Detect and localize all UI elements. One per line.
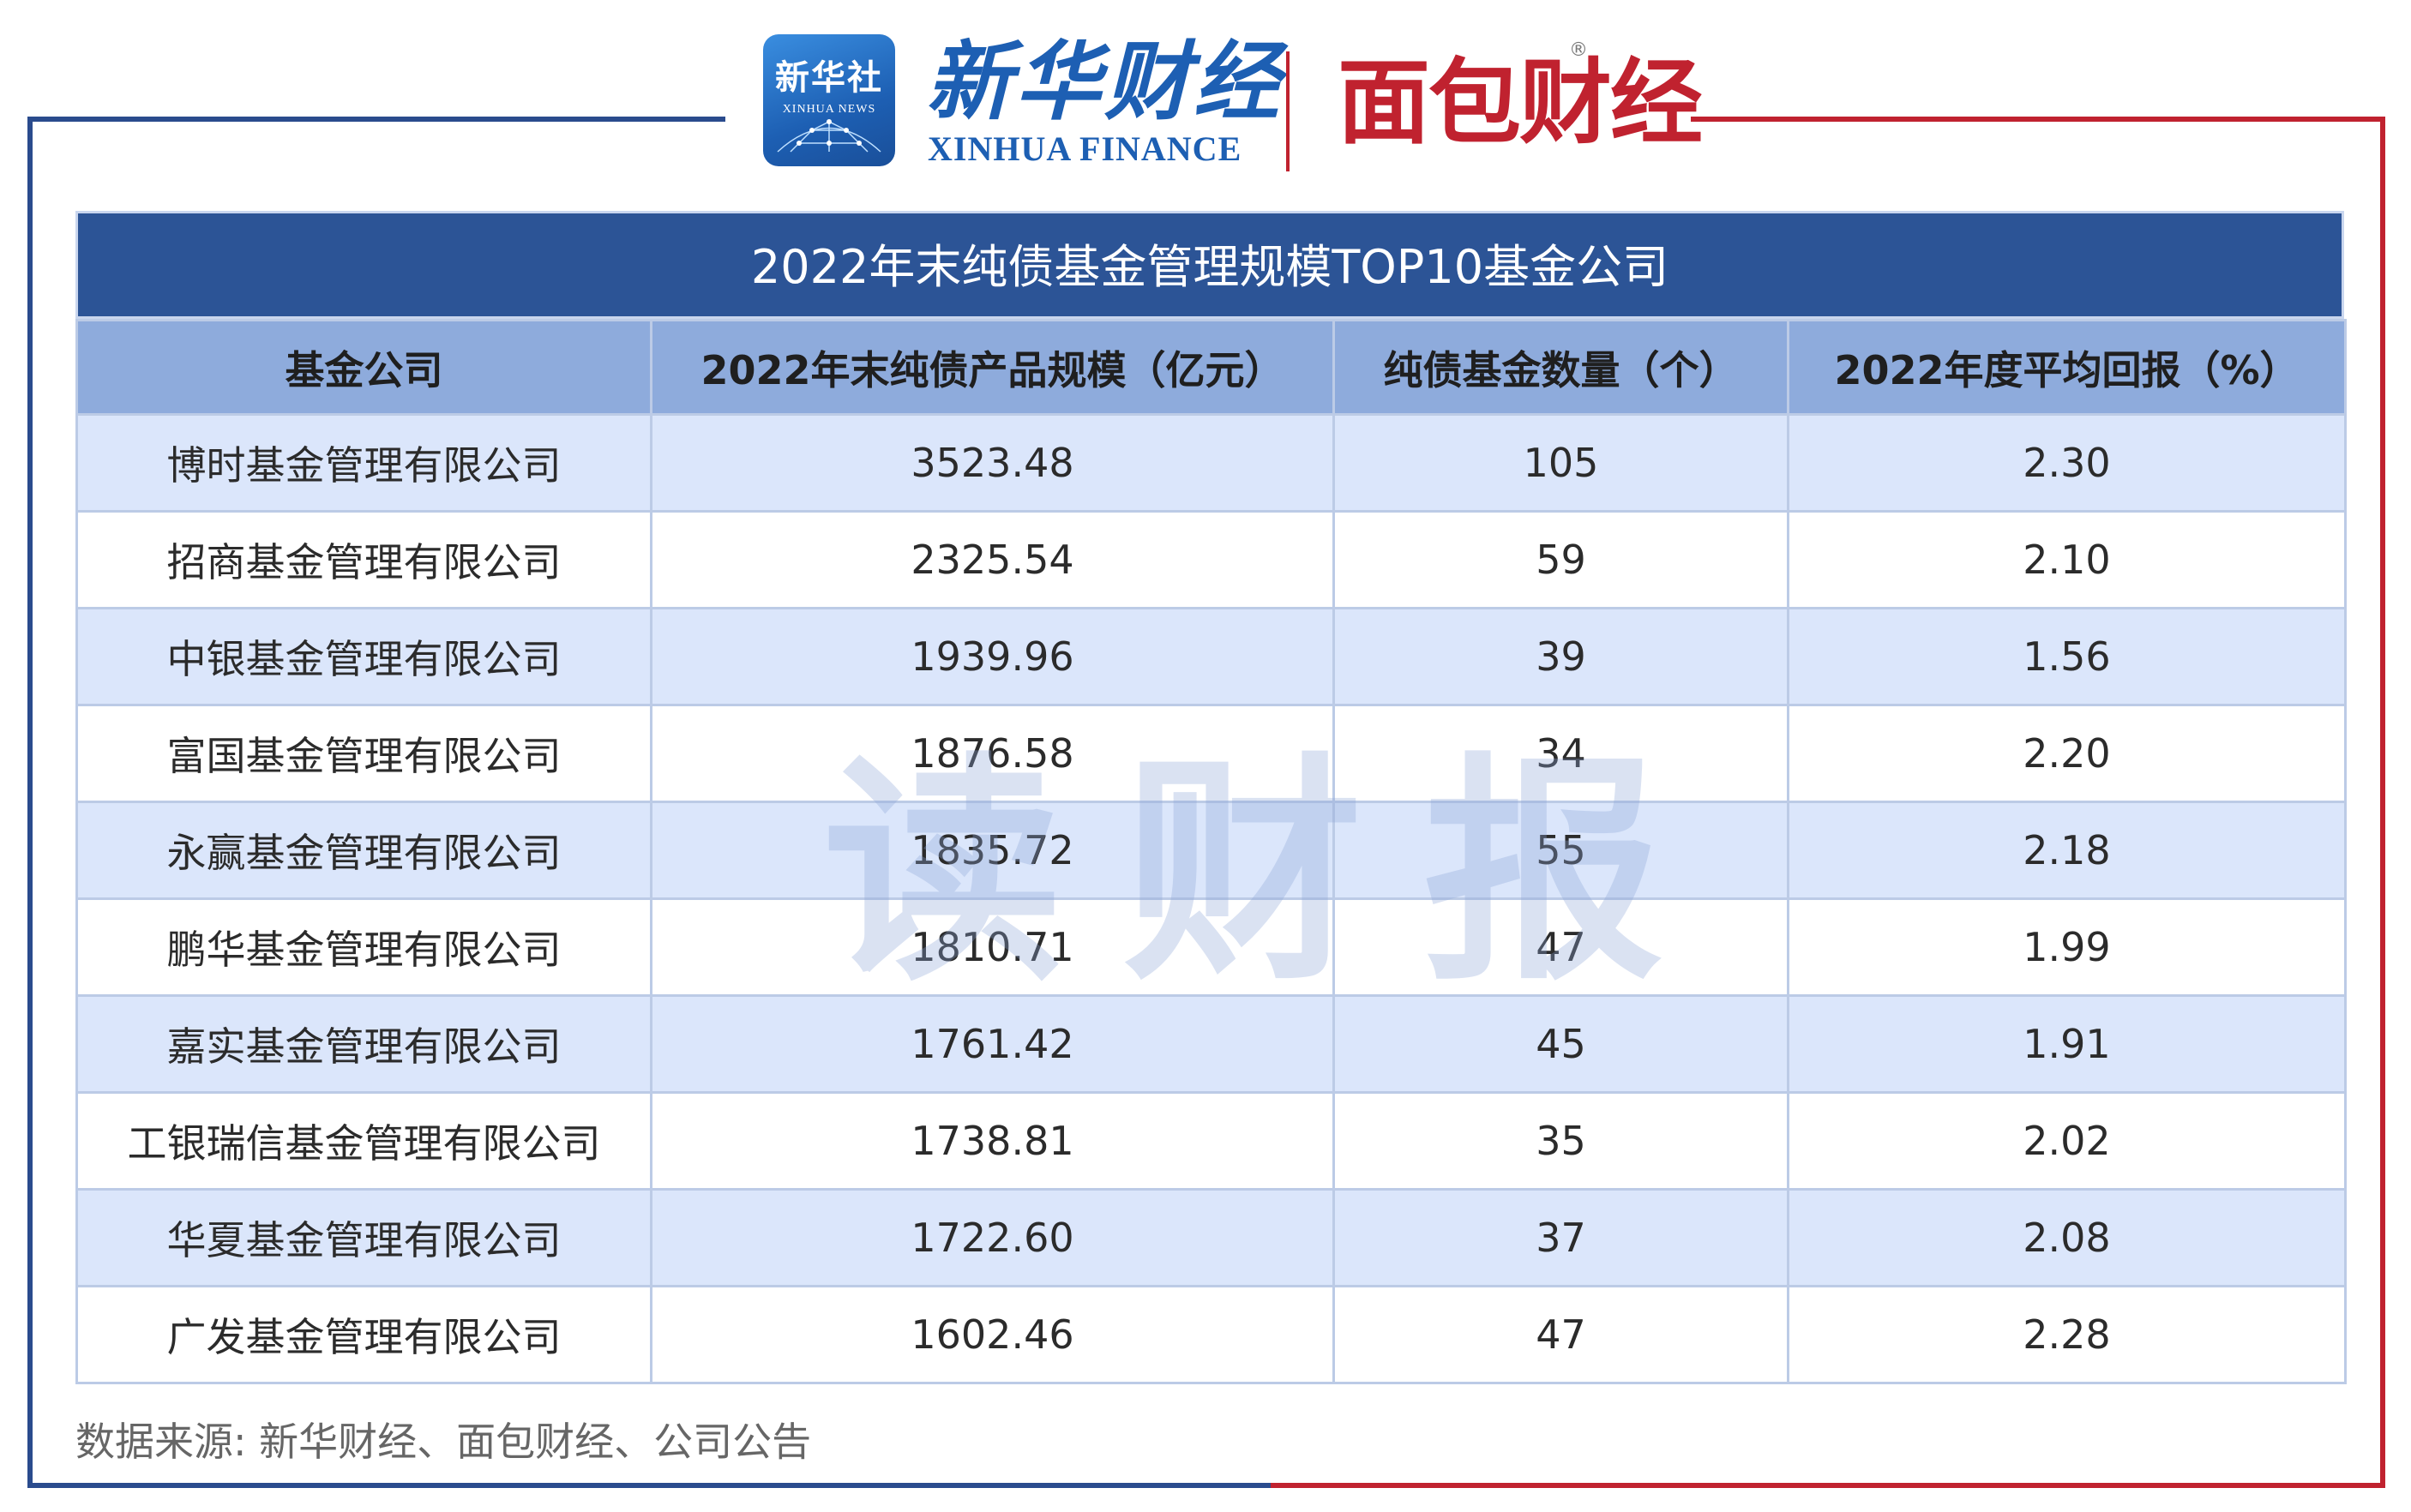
cell-count: 35 xyxy=(1332,1091,1789,1191)
registered-mark: ® xyxy=(1569,39,1588,61)
table-row: 广发基金管理有限公司 1602.46 47 2.28 xyxy=(75,1285,2347,1384)
cell-scale: 1835.72 xyxy=(650,801,1335,900)
cell-scale: 1761.42 xyxy=(650,994,1335,1094)
globe-network-icon xyxy=(777,119,881,153)
table-row: 博时基金管理有限公司 3523.48 105 2.30 xyxy=(75,413,2347,513)
cell-company: 工银瑞信基金管理有限公司 xyxy=(75,1091,652,1191)
cell-company: 鹏华基金管理有限公司 xyxy=(75,897,652,997)
cell-count: 59 xyxy=(1332,510,1789,609)
cell-company: 富国基金管理有限公司 xyxy=(75,704,652,803)
cell-scale: 3523.48 xyxy=(650,413,1335,513)
cell-return: 2.30 xyxy=(1787,413,2347,513)
cell-scale: 1722.60 xyxy=(650,1188,1335,1287)
cell-company: 广发基金管理有限公司 xyxy=(75,1285,652,1384)
cell-company: 中银基金管理有限公司 xyxy=(75,607,652,706)
column-header-scale: 2022年末纯债产品规模（亿元） xyxy=(650,319,1335,416)
cell-count: 55 xyxy=(1332,801,1789,900)
xinhua-finance-logo-en: XINHUA FINANCE xyxy=(928,129,1242,168)
cell-return: 1.99 xyxy=(1787,897,2347,997)
xinhua-news-logo-en: XINHUA NEWS xyxy=(782,103,876,116)
cell-count: 39 xyxy=(1332,607,1789,706)
table-row: 鹏华基金管理有限公司 1810.71 47 1.99 xyxy=(75,897,2347,997)
cell-company: 华夏基金管理有限公司 xyxy=(75,1188,652,1287)
cell-return: 1.91 xyxy=(1787,994,2347,1094)
xinhua-news-logo-cn: 新华社 xyxy=(775,58,883,98)
cell-count: 34 xyxy=(1332,704,1789,803)
table-header-row: 基金公司 2022年末纯债产品规模（亿元） 纯债基金数量（个） 2022年度平均… xyxy=(75,319,2347,416)
table-row: 工银瑞信基金管理有限公司 1738.81 35 2.02 xyxy=(75,1091,2347,1191)
cell-return: 2.02 xyxy=(1787,1091,2347,1191)
mianbao-finance-logo: 面包财经 xyxy=(1338,50,1703,157)
column-header-company: 基金公司 xyxy=(75,319,652,416)
source-note: 数据来源: 新华财经、面包财经、公司公告 xyxy=(75,1419,812,1465)
frame-line-blue-top xyxy=(27,117,725,122)
column-header-return: 2022年度平均回报（%） xyxy=(1787,319,2347,416)
table-row: 招商基金管理有限公司 2325.54 59 2.10 xyxy=(75,510,2347,609)
cell-count: 37 xyxy=(1332,1188,1789,1287)
cell-scale: 1810.71 xyxy=(650,897,1335,997)
cell-scale: 2325.54 xyxy=(650,510,1335,609)
table-title: 2022年末纯债基金管理规模TOP10基金公司 xyxy=(75,211,2344,319)
cell-return: 2.20 xyxy=(1787,704,2347,803)
table-row: 永赢基金管理有限公司 1835.72 55 2.18 xyxy=(75,801,2347,900)
cell-count: 47 xyxy=(1332,1285,1789,1384)
cell-scale: 1602.46 xyxy=(650,1285,1335,1384)
cell-return: 2.08 xyxy=(1787,1188,2347,1287)
column-header-count: 纯债基金数量（个） xyxy=(1332,319,1789,416)
table-row: 富国基金管理有限公司 1876.58 34 2.20 xyxy=(75,704,2347,803)
cell-count: 45 xyxy=(1332,994,1789,1094)
cell-return: 2.10 xyxy=(1787,510,2347,609)
cell-return: 2.28 xyxy=(1787,1285,2347,1384)
cell-return: 2.18 xyxy=(1787,801,2347,900)
cell-count: 47 xyxy=(1332,897,1789,997)
frame-line-blue-left xyxy=(27,117,33,1488)
frame-line-red-top xyxy=(1691,117,2385,122)
fund-table: 基金公司 2022年末纯债产品规模（亿元） 纯债基金数量（个） 2022年度平均… xyxy=(75,319,2347,1384)
cell-return: 1.56 xyxy=(1787,607,2347,706)
xinhua-finance-logo-cn: 新华财经 xyxy=(926,31,1283,132)
xinhua-news-logo: 新华社 XINHUA NEWS xyxy=(763,34,895,166)
table-row: 华夏基金管理有限公司 1722.60 37 2.08 xyxy=(75,1188,2347,1287)
table-row: 嘉实基金管理有限公司 1761.42 45 1.91 xyxy=(75,994,2347,1094)
cell-count: 105 xyxy=(1332,413,1789,513)
frame-line-red-bottom xyxy=(1271,1483,2385,1488)
cell-scale: 1939.96 xyxy=(650,607,1335,706)
cell-company: 嘉实基金管理有限公司 xyxy=(75,994,652,1094)
cell-company: 招商基金管理有限公司 xyxy=(75,510,652,609)
frame-line-blue-bottom xyxy=(27,1483,1271,1488)
frame-line-red-right xyxy=(2380,117,2385,1488)
cell-company: 永赢基金管理有限公司 xyxy=(75,801,652,900)
fund-table-container: 2022年末纯债基金管理规模TOP10基金公司 基金公司 2022年末纯债产品规… xyxy=(75,211,2347,1384)
logo-divider xyxy=(1286,51,1290,171)
cell-scale: 1876.58 xyxy=(650,704,1335,803)
cell-company: 博时基金管理有限公司 xyxy=(75,413,652,513)
cell-scale: 1738.81 xyxy=(650,1091,1335,1191)
table-row: 中银基金管理有限公司 1939.96 39 1.56 xyxy=(75,607,2347,706)
